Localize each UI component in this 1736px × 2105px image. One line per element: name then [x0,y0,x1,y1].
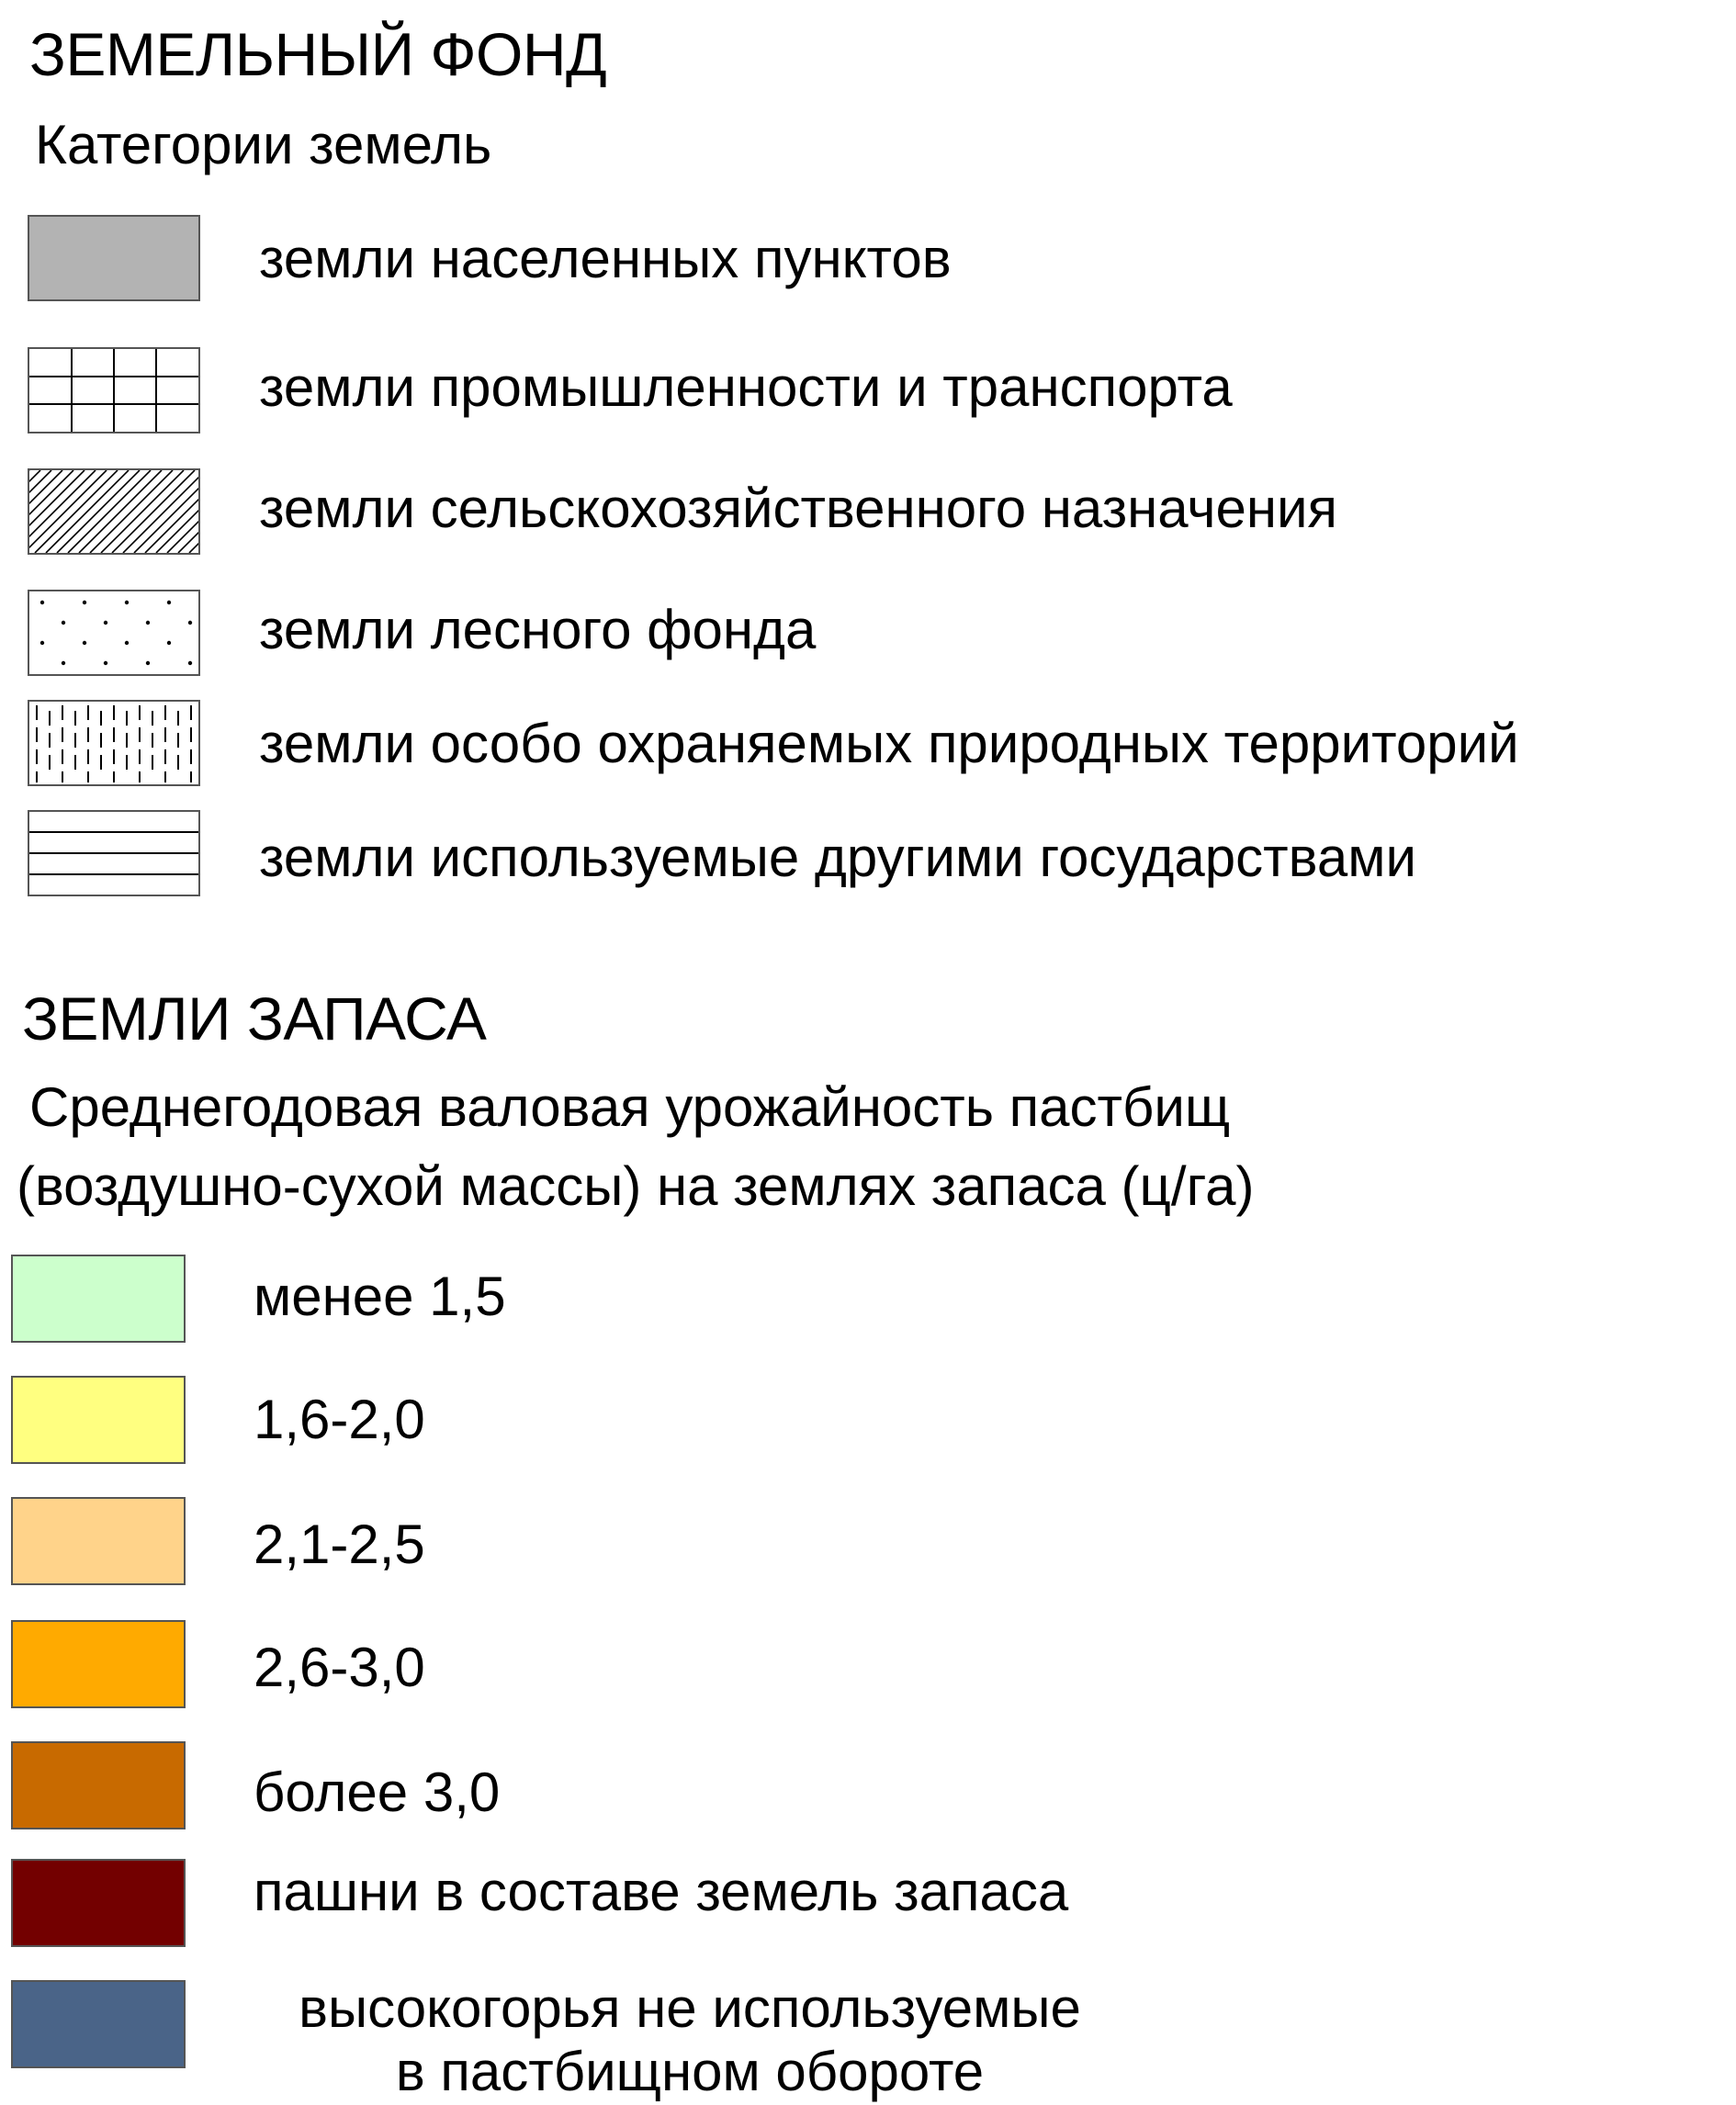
legend-label-other-states: земли используемые другими государствами [259,827,1416,888]
yield-swatch-2-1-2-5 [11,1497,186,1585]
highlands-label-line1: высокогорья не используемые [299,1977,1081,2039]
yield-swatch-below-1-5 [11,1255,186,1343]
industry-transport-swatch [28,347,200,433]
land-categories-subheading: Категории земель [35,114,492,175]
highlands-label: высокогорья не используемые в пастбищном… [254,1976,1126,2103]
highlands-swatch [11,1980,186,2068]
legend-label-protected-areas: земли особо охраняемых природных террито… [259,713,1519,774]
yield-label-below-1-5: менее 1,5 [254,1266,506,1327]
other-states-swatch [28,810,200,896]
arable-reserve-swatch [11,1859,186,1947]
legend-label-forest-fund: земли лесного фонда [259,599,817,660]
protected-areas-swatch [28,700,200,786]
yield-label-above-3-0: более 3,0 [254,1762,501,1823]
yield-label-2-1-2-5: 2,1-2,5 [254,1514,425,1575]
legend-label-settlements: земли населенных пунктов [259,228,952,289]
forest-fund-swatch [28,590,200,676]
yield-label-1-6-2-0: 1,6-2,0 [254,1389,425,1450]
arable-reserve-label: пашни в составе земель запаса [254,1861,1069,1922]
pasture-yield-subheading-line2: (воздушно-сухой массы) на землях запаса … [17,1155,1255,1217]
legend-label-agricultural: земли сельскохозяйственного назначения [259,478,1338,539]
highlands-label-line2: в пастбищном обороте [395,2041,985,2102]
yield-swatch-1-6-2-0 [11,1376,186,1464]
settlements-swatch [28,215,200,301]
pasture-yield-subheading-line1: Среднегодовая валовая урожайность пастби… [29,1076,1231,1138]
yield-label-2-6-3-0: 2,6-3,0 [254,1637,425,1698]
legend-label-industry-transport: земли промышленности и транспорта [259,356,1233,418]
yield-swatch-above-3-0 [11,1741,186,1829]
reserve-lands-heading: ЗЕМЛИ ЗАПАСА [22,985,487,1052]
yield-swatch-2-6-3-0 [11,1620,186,1708]
agricultural-swatch [28,468,200,555]
land-fund-heading: ЗЕМЕЛЬНЫЙ ФОНД [29,20,607,88]
